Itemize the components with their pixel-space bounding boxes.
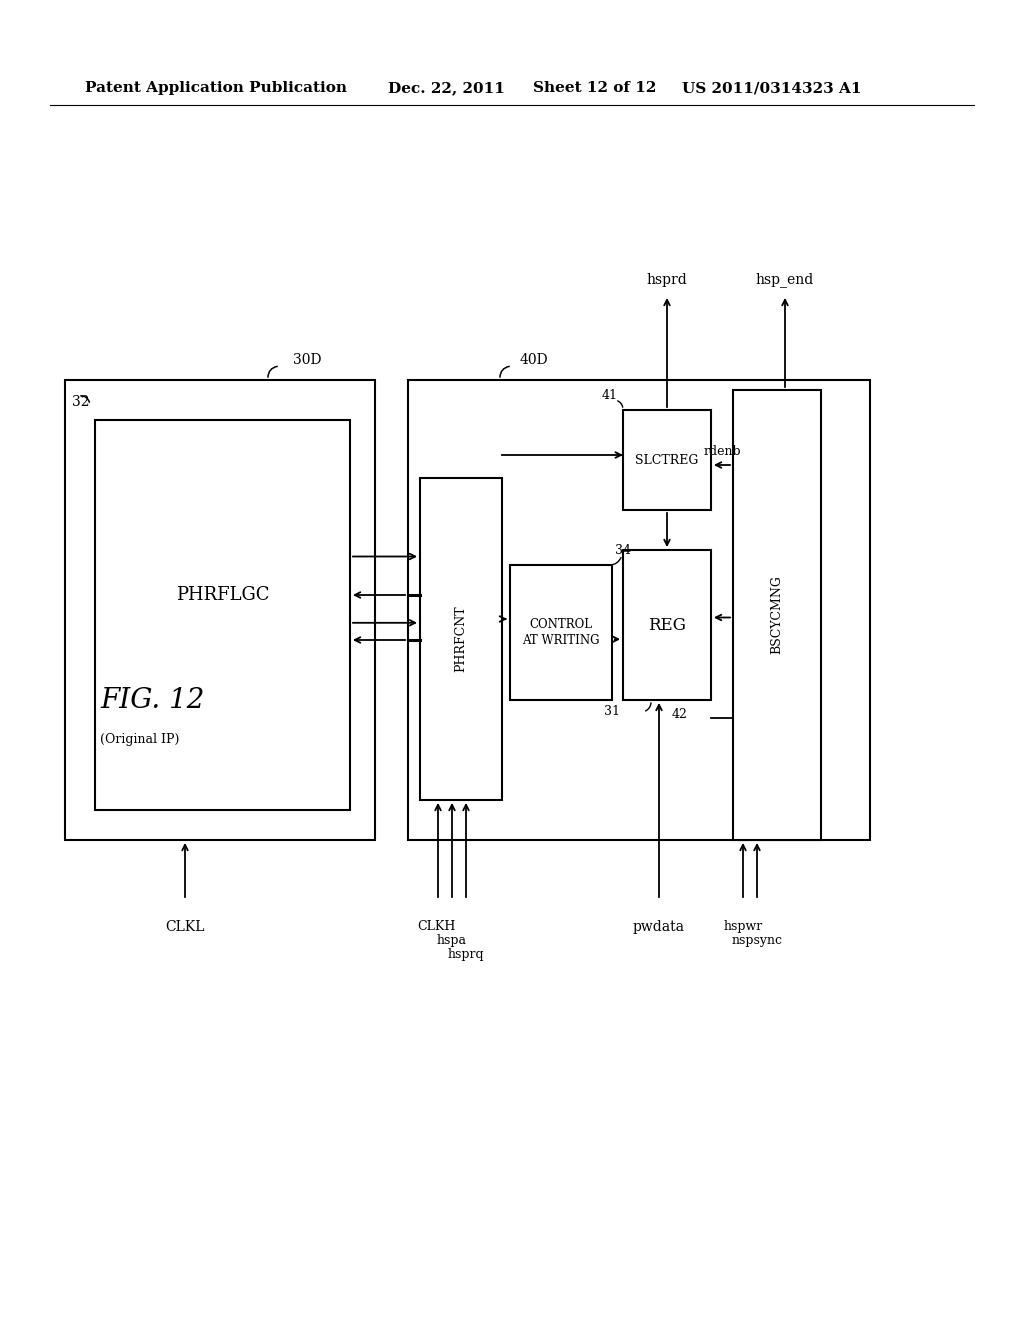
Text: PHRFLGC: PHRFLGC (176, 586, 269, 605)
Text: 34: 34 (615, 544, 631, 557)
Bar (510, 565, 612, 700)
Text: hsp_end: hsp_end (756, 272, 814, 286)
Text: BSCYCMNG: BSCYCMNG (770, 576, 783, 655)
Bar (408, 380, 870, 840)
Text: CLKL: CLKL (165, 920, 205, 935)
Text: rdenb: rdenb (703, 445, 740, 458)
Text: SLCTREG: SLCTREG (635, 454, 698, 466)
Text: 40D: 40D (520, 352, 549, 367)
Text: REG: REG (648, 616, 686, 634)
Text: Patent Application Publication: Patent Application Publication (85, 81, 347, 95)
Text: CONTROL
AT WRITING: CONTROL AT WRITING (522, 619, 600, 647)
Text: hspwr: hspwr (723, 920, 763, 933)
Text: 30D: 30D (293, 352, 322, 367)
Text: 31: 31 (604, 705, 620, 718)
Text: hsprd: hsprd (646, 273, 687, 286)
Text: 42: 42 (672, 708, 688, 721)
Bar (95, 420, 350, 810)
Text: Dec. 22, 2011: Dec. 22, 2011 (388, 81, 505, 95)
Bar (733, 389, 821, 840)
Bar (623, 550, 711, 700)
Text: pwdata: pwdata (633, 920, 685, 935)
Text: PHRFCNT: PHRFCNT (455, 606, 468, 672)
Text: 41: 41 (602, 389, 618, 403)
Text: US 2011/0314323 A1: US 2011/0314323 A1 (682, 81, 861, 95)
Text: 32: 32 (72, 395, 89, 409)
Text: Sheet 12 of 12: Sheet 12 of 12 (534, 81, 656, 95)
Bar (420, 478, 502, 800)
Bar (623, 411, 711, 510)
Text: FIG. 12: FIG. 12 (100, 686, 205, 714)
Text: nspsync: nspsync (731, 935, 782, 946)
Bar (65, 380, 375, 840)
Text: CLKH: CLKH (417, 920, 456, 933)
Text: hsprq: hsprq (447, 948, 484, 961)
Text: (Original IP): (Original IP) (100, 734, 179, 747)
Text: hspa: hspa (437, 935, 467, 946)
